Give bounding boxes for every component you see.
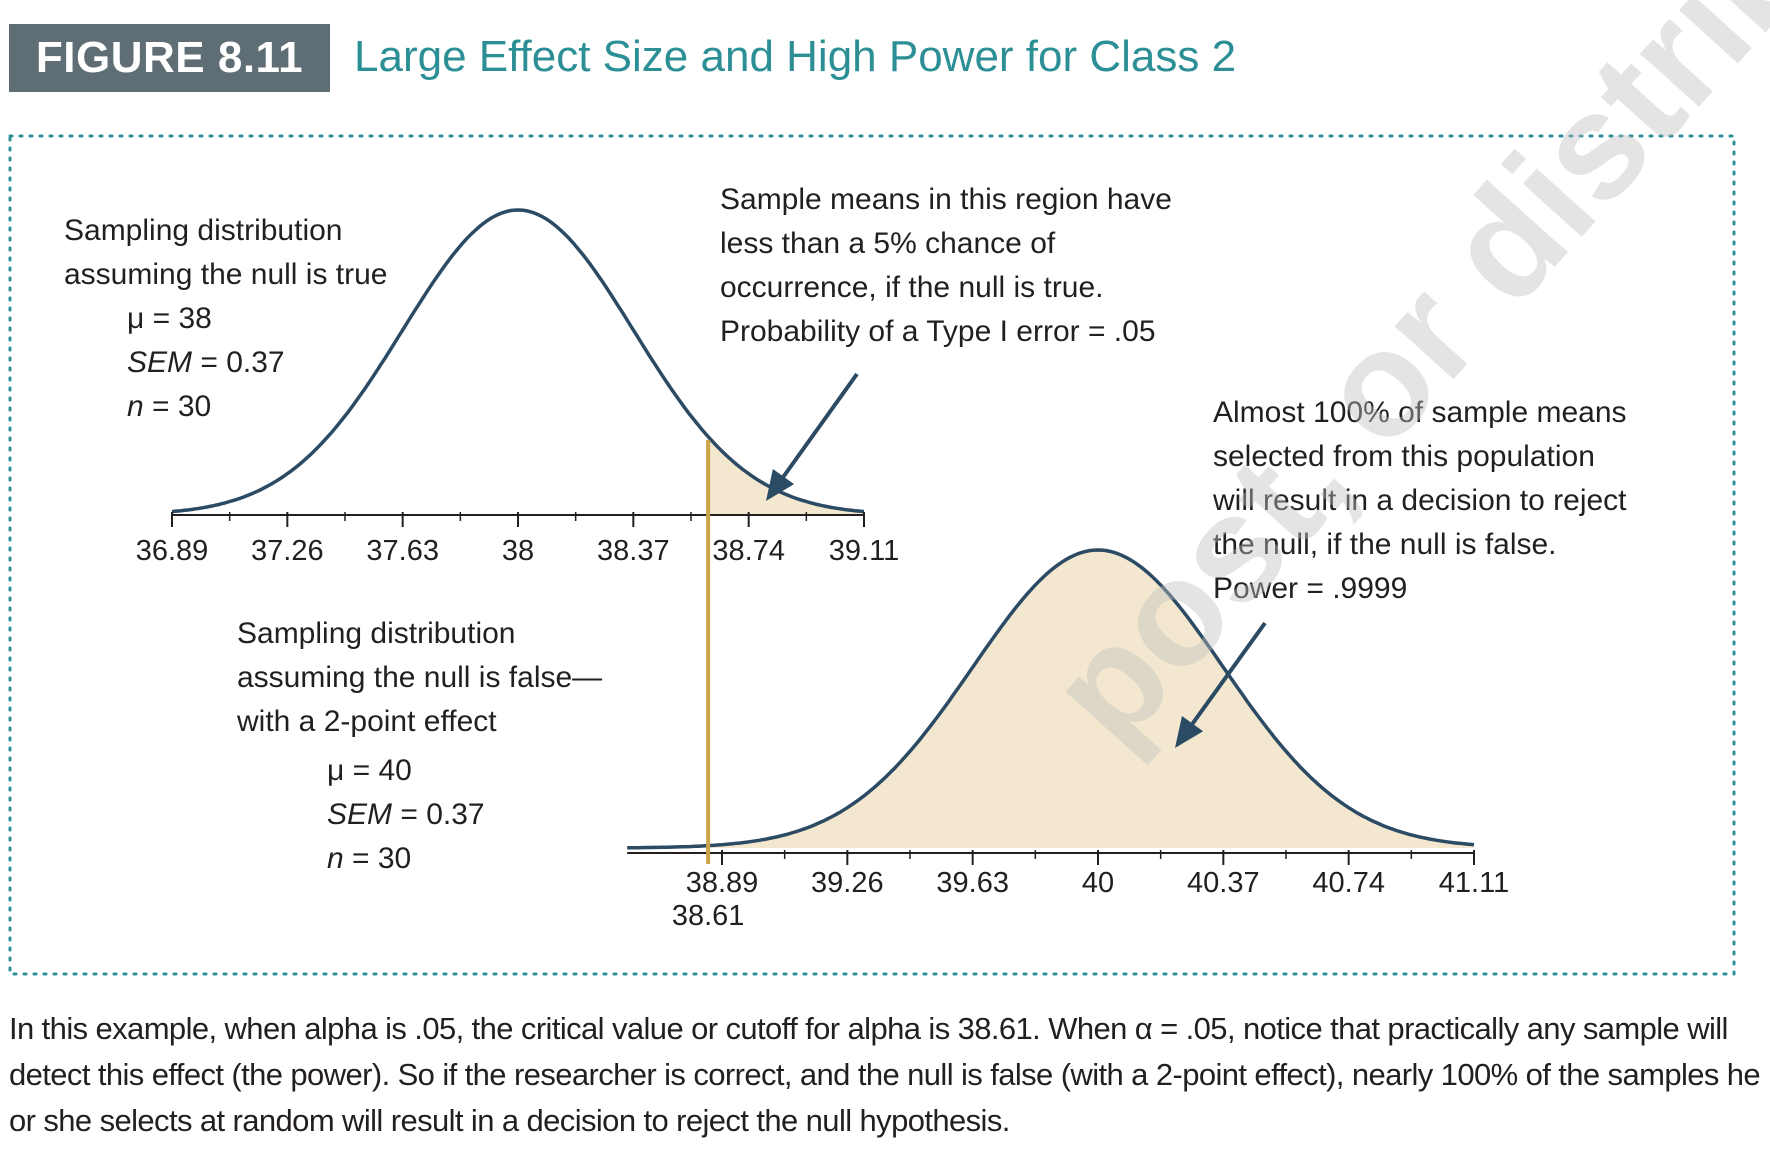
cutoff-label: 38.61 (672, 900, 745, 932)
tick-label-null: 38 (502, 535, 534, 567)
tick-label-alt: 39.63 (936, 867, 1009, 899)
tick-label-null: 38.37 (597, 535, 670, 567)
type1-annotation-line: occurrence, if the null is true. (720, 271, 1104, 304)
power-annotation-line: the null, if the null is false. (1213, 528, 1557, 561)
param-null: μ = 38 (127, 302, 212, 335)
tick-label-alt: 40 (1082, 867, 1114, 899)
power-annotation-line: Power = .9999 (1213, 572, 1407, 605)
shaded-region-null (708, 436, 864, 515)
param-alt: n = 30 (327, 842, 411, 875)
tick-label-null: 37.26 (251, 535, 324, 567)
power-annotation-line: will result in a decision to reject (1212, 484, 1627, 517)
curve-description-alt: Sampling distribution (237, 617, 515, 650)
distribution-curve-alt (627, 548, 1475, 850)
shaded-region-alt (627, 550, 1474, 848)
type1-annotation-line: Probability of a Type I error = .05 (720, 315, 1156, 348)
param-null: n = 30 (127, 390, 211, 423)
tick-label-null: 39.11 (829, 535, 899, 567)
type1-annotation-line: Sample means in this region have (720, 183, 1172, 216)
figure-frame (8, 134, 1736, 976)
tick-label-alt: 41.11 (1439, 867, 1509, 899)
tick-label-null: 37.63 (366, 535, 439, 567)
curve-description-null: assuming the null is true (64, 258, 388, 291)
type1-arrow-head (766, 469, 795, 501)
type1-arrow-shaft (781, 372, 859, 478)
tick-label-null: 36.89 (136, 535, 209, 567)
power-chart: 36.89 37.26 37.63 38 38.37 38.74 39.11 Sampling… (8, 134, 1736, 976)
figure-title: Large Effect Size and High Power for Cla… (354, 32, 1237, 81)
type1-annotation-line: less than a 5% chance of (720, 227, 1056, 260)
power-arrow-shaft (1190, 621, 1267, 725)
power-arrow-head (1175, 716, 1204, 748)
tick-label-alt: 38.89 (686, 867, 759, 899)
curve-description-null: Sampling distribution (64, 214, 342, 247)
param-alt: SEM = 0.37 (327, 798, 485, 831)
figure-number-badge: FIGURE 8.11 (9, 24, 330, 92)
curve-description-alt: assuming the null is false— (237, 661, 602, 694)
param-null: SEM = 0.37 (127, 346, 285, 379)
tick-label-alt: 40.37 (1187, 867, 1260, 899)
distribution-curve-null (171, 208, 865, 514)
tick-label-alt: 40.74 (1312, 867, 1385, 899)
power-annotation-line: Almost 100% of sample means (1213, 396, 1627, 429)
power-annotation-line: selected from this population (1213, 440, 1595, 473)
curve-description-alt: with a 2-point effect (236, 705, 497, 738)
tick-label-null: 38.74 (712, 535, 785, 567)
param-alt: μ = 40 (327, 754, 412, 787)
tick-label-alt: 39.26 (811, 867, 884, 899)
figure-caption: In this example, when alpha is .05, the … (9, 1011, 1761, 1138)
